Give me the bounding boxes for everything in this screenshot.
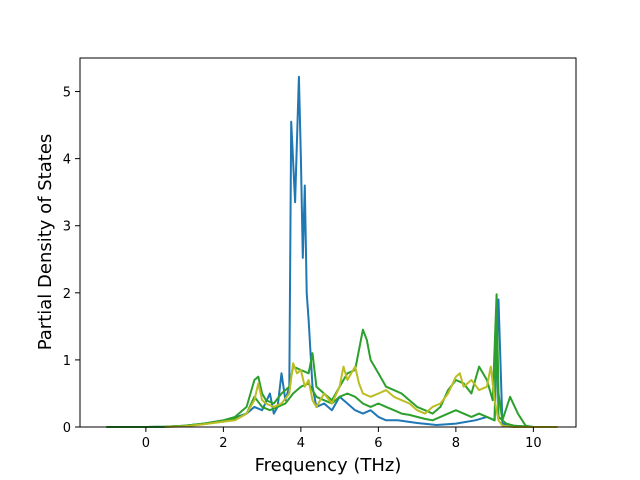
x-tick-label: 6 <box>374 436 382 451</box>
x-tick-label: 8 <box>452 436 460 451</box>
series-line-2 <box>106 293 558 428</box>
series-line-4 <box>164 362 558 428</box>
x-tick-label: 0 <box>142 436 150 451</box>
x-axis-ticks: 0 2 4 6 8 10 <box>142 427 542 451</box>
y-axis-ticks: 0 1 2 3 4 5 <box>63 86 80 436</box>
y-tick-label: 4 <box>63 153 71 168</box>
y-tick-label: 0 <box>63 421 71 436</box>
y-tick-label: 1 <box>63 354 71 369</box>
x-tick-label: 2 <box>219 436 227 451</box>
x-axis-label: Frequency (THz) <box>255 455 402 476</box>
x-tick-label: 4 <box>297 436 305 451</box>
x-tick-label: 10 <box>525 436 542 451</box>
plot-frame <box>79 57 577 428</box>
y-tick-label: 2 <box>63 287 71 302</box>
series-line-1 <box>106 75 558 428</box>
plot-area <box>106 75 558 428</box>
y-tick-label: 3 <box>63 220 71 235</box>
y-tick-label: 5 <box>63 86 71 101</box>
y-axis-label: Partial Density of States <box>35 134 56 351</box>
